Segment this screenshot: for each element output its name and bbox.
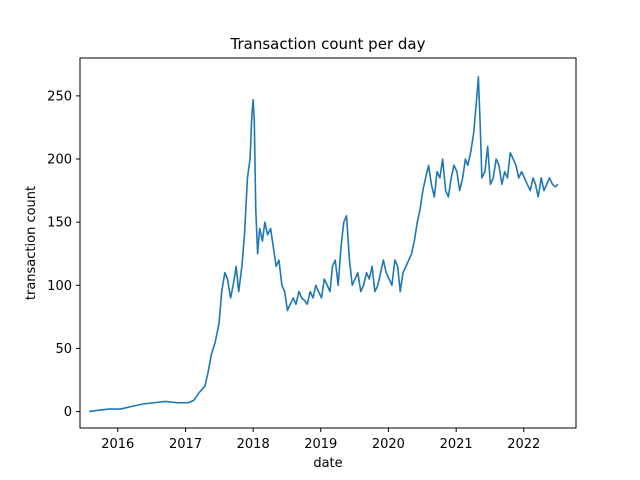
y-tick-label: 150 bbox=[47, 216, 72, 231]
x-tick-label: 2020 bbox=[372, 437, 405, 452]
x-tick-label: 2021 bbox=[440, 437, 473, 452]
y-tick-label: 200 bbox=[47, 153, 72, 168]
x-tick-label: 2022 bbox=[507, 437, 540, 452]
y-tick-label: 0 bbox=[64, 405, 72, 420]
x-axis: 2016 2017 2018 2019 2020 2021 2022 bbox=[101, 428, 540, 452]
x-tick-label: 2016 bbox=[101, 437, 134, 452]
y-tick-label: 100 bbox=[47, 279, 72, 294]
y-tick-label: 50 bbox=[55, 342, 72, 357]
x-tick-label: 2019 bbox=[304, 437, 337, 452]
y-tick-label: 250 bbox=[47, 89, 72, 104]
chart-title: Transaction count per day bbox=[230, 35, 426, 53]
plot-frame bbox=[79, 57, 577, 429]
x-axis-label: date bbox=[313, 456, 342, 471]
plot-area bbox=[88, 76, 559, 413]
x-tick-label: 2018 bbox=[237, 437, 270, 452]
x-tick-label: 2017 bbox=[169, 437, 202, 452]
y-axis: 0 50 100 150 200 250 bbox=[47, 89, 80, 420]
series-line-0 bbox=[88, 76, 559, 413]
y-axis-label: transaction count bbox=[24, 186, 39, 300]
